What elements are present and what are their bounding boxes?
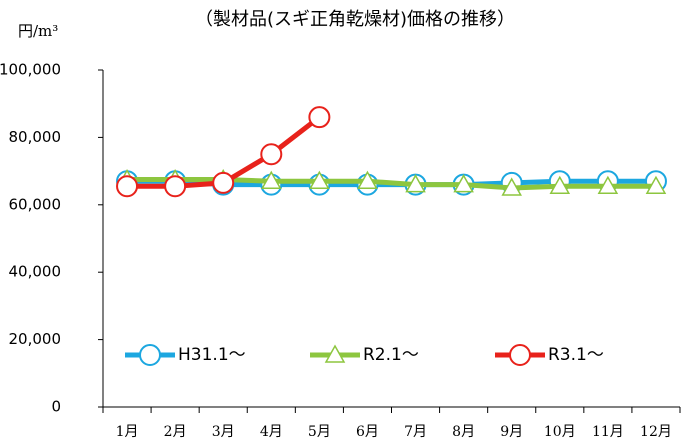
x-tick-label: 9月	[500, 424, 523, 440]
point	[164, 175, 187, 198]
y-tick-label: 100,000	[0, 61, 61, 79]
point	[309, 170, 330, 189]
x-tick-label: 7月	[404, 424, 427, 440]
x-tick-label: 2月	[164, 424, 187, 440]
y-tick-label: 80,000	[9, 128, 62, 146]
point	[549, 175, 571, 195]
point	[645, 175, 667, 195]
unit-label: 円/m³	[18, 22, 58, 40]
x-tick-label: 10月	[544, 424, 576, 440]
legend-marker	[324, 344, 346, 363]
point	[501, 177, 522, 196]
legend-marker	[509, 344, 531, 366]
point	[597, 175, 619, 195]
point	[260, 143, 283, 166]
chart-title: （製材品(スギ正角乾燥材)価格の推移）	[195, 9, 515, 30]
point	[308, 106, 331, 129]
x-tick-label: 8月	[452, 424, 475, 440]
point	[261, 170, 282, 189]
x-tick-label: 12月	[640, 424, 672, 440]
x-tick-label: 4月	[260, 424, 283, 440]
y-tick-label: 40,000	[9, 263, 62, 281]
x-tick-label: 11月	[592, 424, 624, 440]
x-tick-label: 1月	[116, 424, 139, 440]
point	[212, 171, 235, 194]
legend-label: R3.1～	[548, 345, 604, 365]
y-tick-label: 0	[51, 398, 61, 416]
point	[405, 174, 426, 193]
legend-marker	[139, 344, 161, 366]
point	[116, 175, 139, 198]
x-tick-label: 5月	[308, 424, 331, 440]
x-tick-label: 6月	[356, 424, 379, 440]
point	[357, 170, 378, 189]
point	[453, 174, 474, 193]
y-tick-label: 20,000	[9, 330, 62, 348]
y-tick-label: 60,000	[9, 195, 62, 213]
legend-label: H31.1～	[178, 345, 246, 365]
x-tick-label: 3月	[212, 424, 235, 440]
legend-label: R2.1～	[363, 345, 419, 365]
